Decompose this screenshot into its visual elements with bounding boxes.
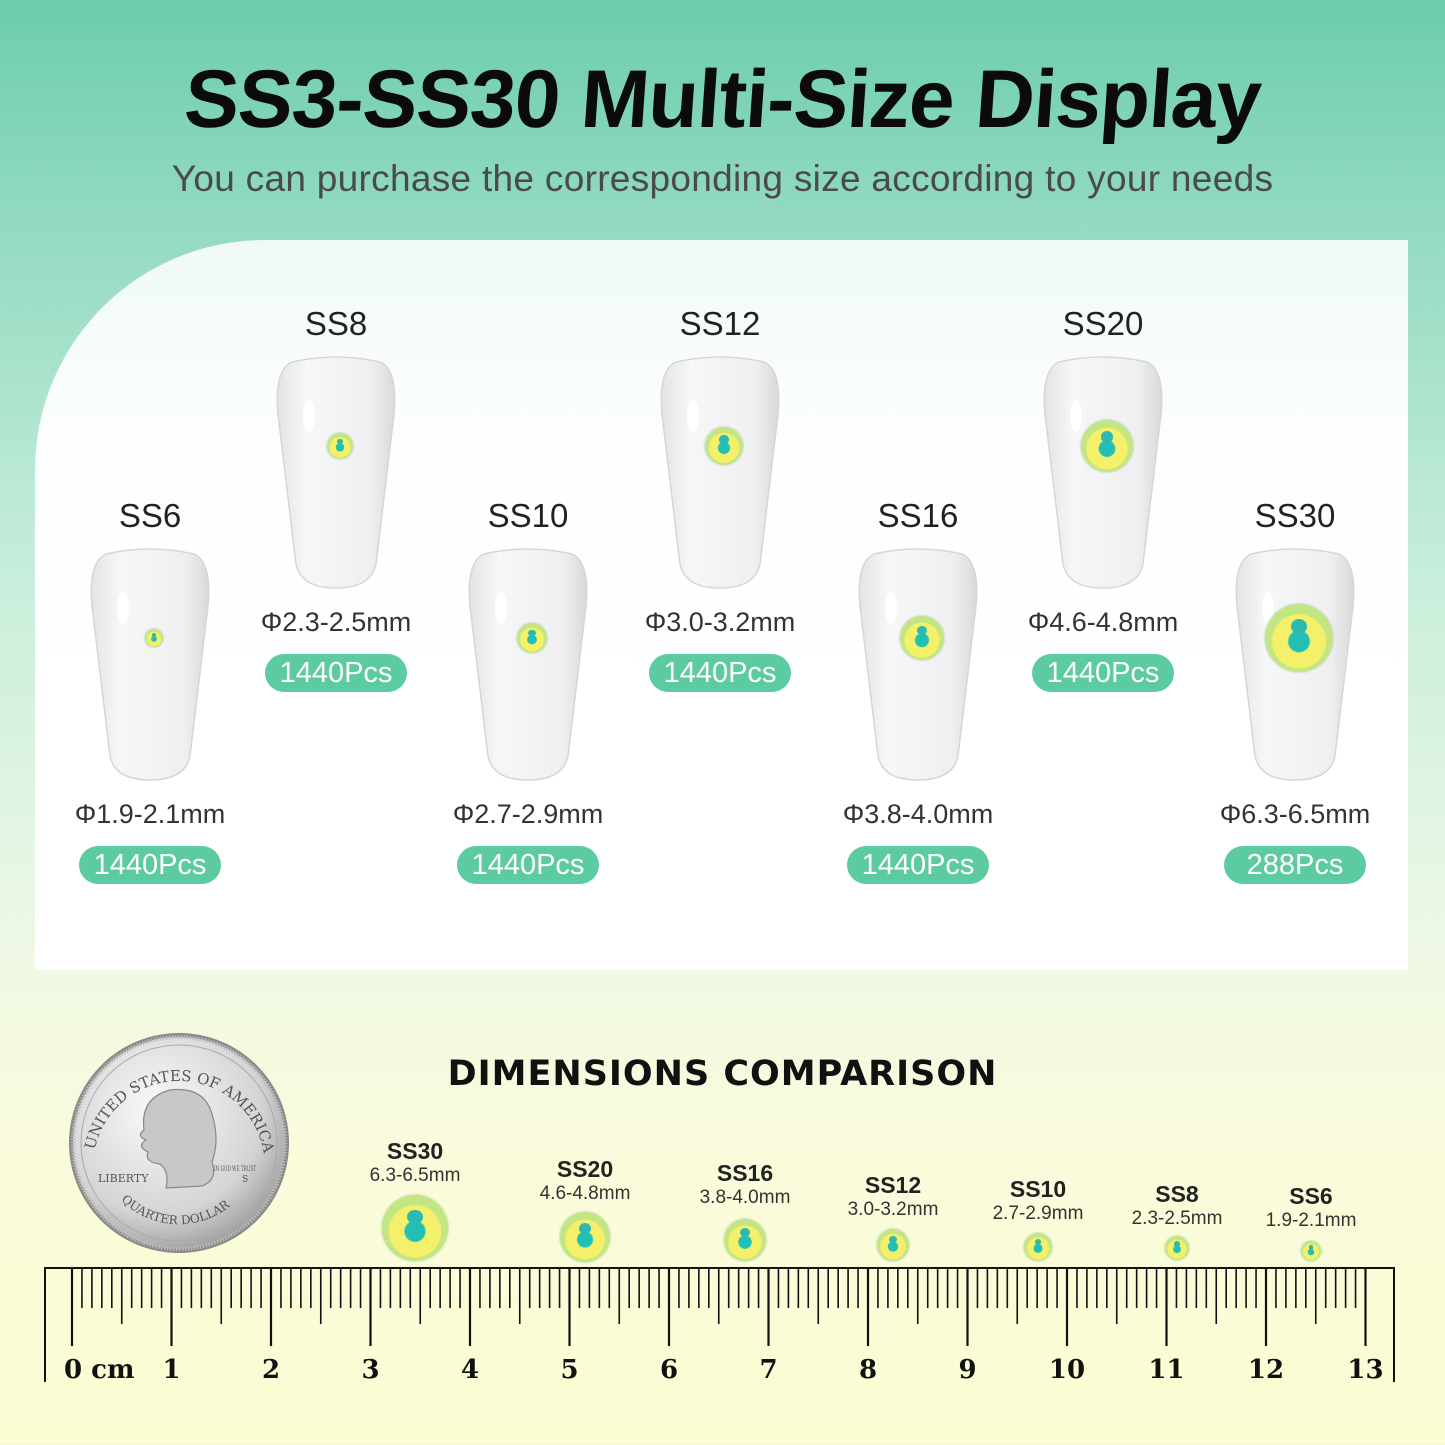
ruler-label: 11 bbox=[1148, 1355, 1184, 1385]
size-diameter: Φ6.3-6.5mm bbox=[1219, 799, 1371, 829]
size-diameter: Φ2.3-2.5mm bbox=[260, 607, 412, 637]
size-diameter: Φ3.8-4.0mm bbox=[842, 799, 994, 829]
size-name: SS16 bbox=[877, 497, 959, 534]
comparison-item-ss10: SS10 2.7-2.9mm bbox=[973, 1176, 1103, 1226]
comparison-item-ss8: SS8 2.3-2.5mm bbox=[1112, 1181, 1242, 1231]
ruler-label: 13 bbox=[1347, 1355, 1383, 1385]
size-item-ss16: SS16 Φ3.8-4.0mm 1440Pcs bbox=[823, 496, 1013, 884]
size-diameter: Φ4.6-4.8mm bbox=[1027, 607, 1179, 637]
ruler-label: 7 bbox=[759, 1355, 777, 1385]
rhinestone-icon bbox=[327, 433, 353, 459]
quarter-coin-image: UNITED STATES OF AMERICA QUARTER DOLLAR … bbox=[69, 1033, 289, 1253]
comparison-item-ss12: SS12 3.0-3.2mm bbox=[828, 1172, 958, 1222]
comparison-size: 1.9-2.1mm bbox=[1265, 1210, 1357, 1231]
comparison-name: SS20 bbox=[556, 1156, 614, 1182]
rhinestone-icon bbox=[705, 427, 743, 465]
rhinestone-icon bbox=[877, 1229, 909, 1261]
comparison-item-ss20: SS20 4.6-4.8mm bbox=[520, 1156, 650, 1206]
size-name: SS8 bbox=[304, 305, 368, 342]
comparison-size: 3.8-4.0mm bbox=[699, 1187, 791, 1208]
nail-tip-image bbox=[858, 548, 978, 781]
ruler-label: 3 bbox=[361, 1355, 379, 1385]
size-item-ss10: SS10 Φ2.7-2.9mm 1440Pcs bbox=[433, 496, 623, 884]
coin-mint-mark: S bbox=[242, 1175, 248, 1185]
comparison-name: SS6 bbox=[1289, 1183, 1333, 1209]
rhinestone-icon bbox=[1081, 420, 1133, 472]
nail-tip-image bbox=[1043, 356, 1163, 589]
size-name: SS6 bbox=[118, 497, 182, 534]
rhinestone-icon bbox=[145, 629, 163, 647]
comparison-size: 6.3-6.5mm bbox=[369, 1165, 461, 1186]
quantity-badge: 1440Pcs bbox=[649, 654, 791, 692]
comparison-title: DIMENSIONS COMPARISON bbox=[447, 1054, 998, 1094]
quantity-badge: 1440Pcs bbox=[847, 846, 989, 884]
rhinestone-icon bbox=[560, 1212, 610, 1262]
ruler-label: 0 cm bbox=[64, 1355, 134, 1385]
page-subtitle: You can purchase the corresponding size … bbox=[171, 158, 1274, 199]
comparison-item-ss30: SS30 6.3-6.5mm bbox=[350, 1138, 480, 1188]
size-item-ss20: SS20 Φ4.6-4.8mm 1440Pcs bbox=[1008, 304, 1198, 692]
comparison-size: 3.0-3.2mm bbox=[847, 1199, 939, 1220]
size-name: SS20 bbox=[1062, 305, 1144, 342]
comparison-name: SS30 bbox=[386, 1138, 444, 1164]
comparison-name: SS16 bbox=[716, 1160, 774, 1186]
comparison-item-ss6: SS6 1.9-2.1mm bbox=[1246, 1183, 1376, 1233]
rhinestone-icon bbox=[900, 616, 944, 660]
quantity-badge: 288Pcs bbox=[1224, 846, 1366, 884]
comparison-size: 2.3-2.5mm bbox=[1131, 1208, 1223, 1229]
comparison-size: 2.7-2.9mm bbox=[992, 1203, 1084, 1224]
quantity-badge: 1440Pcs bbox=[79, 846, 221, 884]
ruler-label: 8 bbox=[859, 1355, 877, 1385]
coin-liberty-text: LIBERTY bbox=[98, 1172, 149, 1185]
size-name: SS12 bbox=[679, 305, 761, 342]
ruler-label: 12 bbox=[1248, 1355, 1284, 1385]
nail-tip-image bbox=[90, 548, 210, 781]
ruler-label: 9 bbox=[958, 1355, 976, 1385]
nail-tip-image bbox=[276, 356, 396, 589]
comparison-name: SS12 bbox=[864, 1172, 922, 1198]
rhinestone-icon bbox=[382, 1195, 448, 1261]
rhinestone-icon bbox=[517, 623, 547, 653]
rhinestone-icon bbox=[1165, 1236, 1189, 1260]
ruler-label: 2 bbox=[262, 1355, 280, 1385]
quantity-badge: 1440Pcs bbox=[265, 654, 407, 692]
ruler-label: 1 bbox=[162, 1355, 180, 1385]
size-item-ss6: SS6 Φ1.9-2.1mm 1440Pcs bbox=[55, 496, 245, 884]
size-name: SS10 bbox=[487, 497, 569, 534]
comparison-name: SS8 bbox=[1155, 1181, 1199, 1207]
size-diameter: Φ2.7-2.9mm bbox=[452, 799, 604, 829]
size-diameter: Φ1.9-2.1mm bbox=[74, 799, 226, 829]
comparison-size: 4.6-4.8mm bbox=[539, 1183, 631, 1204]
size-item-ss30: SS30 Φ6.3-6.5mm 288Pcs bbox=[1200, 496, 1390, 884]
page-title: SS3-SS30 Multi-Size Display bbox=[181, 54, 1264, 145]
ruler-label: 4 bbox=[461, 1355, 479, 1385]
ruler-label: 10 bbox=[1049, 1355, 1085, 1385]
size-item-ss12: SS12 Φ3.0-3.2mm 1440Pcs bbox=[625, 304, 815, 692]
ruler-label: 6 bbox=[660, 1355, 678, 1385]
nail-tip-image bbox=[660, 356, 780, 589]
rhinestone-icon bbox=[1024, 1233, 1052, 1261]
size-diameter: Φ3.0-3.2mm bbox=[644, 607, 796, 637]
quantity-badge: 1440Pcs bbox=[1032, 654, 1174, 692]
comparison-item-ss16: SS16 3.8-4.0mm bbox=[680, 1160, 810, 1210]
rhinestone-icon bbox=[724, 1219, 766, 1261]
coin-motto-text: IN GOD WE TRUST bbox=[214, 1165, 256, 1173]
ruler-label: 5 bbox=[560, 1355, 578, 1385]
size-name: SS30 bbox=[1254, 497, 1336, 534]
quantity-badge: 1440Pcs bbox=[457, 846, 599, 884]
comparison-name: SS10 bbox=[1009, 1176, 1067, 1202]
nail-tip-image bbox=[468, 548, 588, 781]
rhinestone-icon bbox=[1301, 1241, 1321, 1261]
size-item-ss8: SS8 Φ2.3-2.5mm 1440Pcs bbox=[241, 304, 431, 692]
rhinestone-icon bbox=[1265, 604, 1333, 672]
